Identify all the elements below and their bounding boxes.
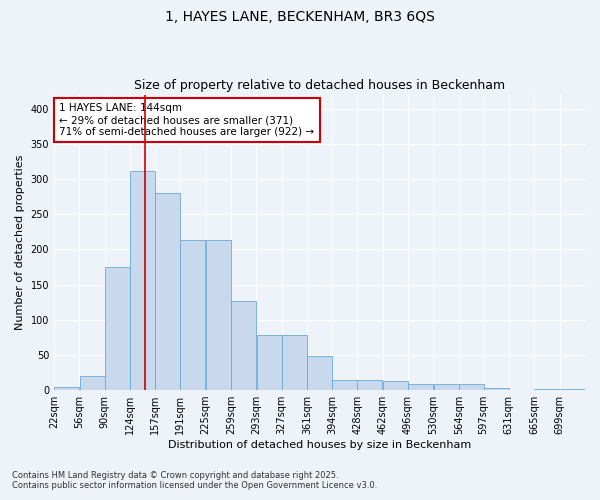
Bar [484, 388, 509, 390]
Bar [206, 240, 231, 390]
Bar [130, 170, 155, 390]
Y-axis label: Number of detached properties: Number of detached properties [15, 154, 25, 330]
Bar [54, 386, 79, 390]
Bar [155, 193, 180, 390]
Bar [408, 384, 433, 390]
Bar [105, 267, 130, 390]
Bar [80, 376, 104, 390]
Bar [307, 356, 332, 390]
Bar [383, 381, 408, 390]
Text: 1 HAYES LANE: 144sqm
← 29% of detached houses are smaller (371)
71% of semi-deta: 1 HAYES LANE: 144sqm ← 29% of detached h… [59, 104, 314, 136]
Bar [332, 380, 357, 390]
Bar [459, 384, 484, 390]
X-axis label: Distribution of detached houses by size in Beckenham: Distribution of detached houses by size … [168, 440, 471, 450]
Text: Contains HM Land Registry data © Crown copyright and database right 2025.
Contai: Contains HM Land Registry data © Crown c… [12, 470, 377, 490]
Text: 1, HAYES LANE, BECKENHAM, BR3 6QS: 1, HAYES LANE, BECKENHAM, BR3 6QS [165, 10, 435, 24]
Bar [282, 335, 307, 390]
Bar [560, 388, 585, 390]
Bar [358, 380, 382, 390]
Bar [257, 335, 281, 390]
Bar [231, 302, 256, 390]
Title: Size of property relative to detached houses in Beckenham: Size of property relative to detached ho… [134, 79, 505, 92]
Bar [181, 240, 205, 390]
Bar [434, 384, 458, 390]
